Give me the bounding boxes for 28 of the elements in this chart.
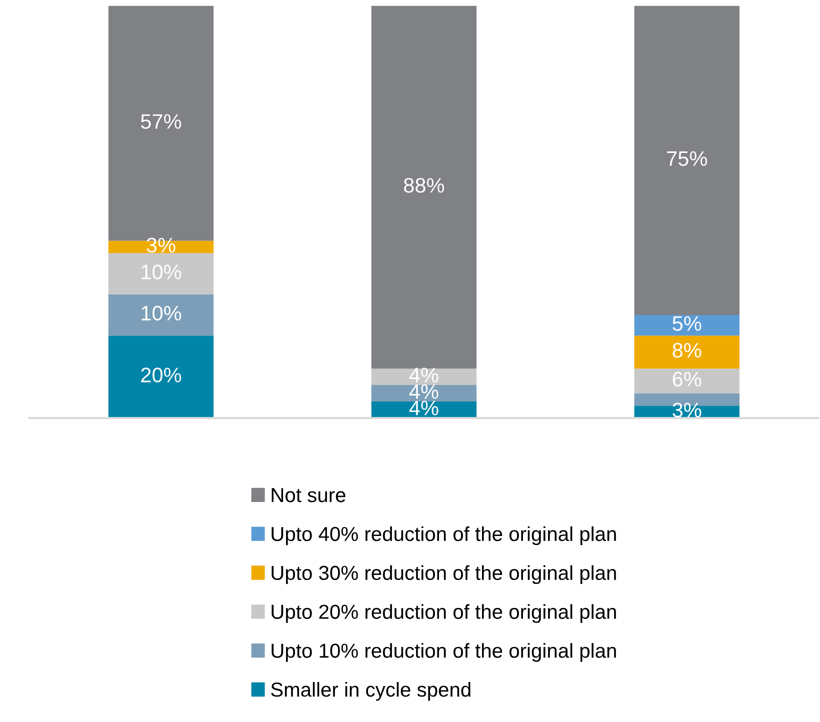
data-label: 4% xyxy=(409,384,438,399)
bar xyxy=(371,6,477,369)
bar xyxy=(634,314,740,336)
data-label: 75% xyxy=(667,151,707,166)
bar xyxy=(634,368,740,394)
legend-label: Not sure xyxy=(272,488,346,502)
data-label: 57% xyxy=(140,114,182,129)
data-label: 88% xyxy=(404,178,444,193)
legend-label: Upto 10% reduction of the original plan xyxy=(272,643,616,662)
data-label: 3% xyxy=(146,238,176,253)
data-label: 5% xyxy=(672,316,702,331)
bar xyxy=(108,253,214,294)
data-label: 10% xyxy=(142,306,182,321)
bar xyxy=(108,336,214,418)
legend-label: Upto 30% reduction of the original plan xyxy=(272,565,616,584)
bar xyxy=(371,368,477,386)
bar xyxy=(371,385,477,402)
bar xyxy=(634,6,740,315)
bar xyxy=(634,336,740,369)
bar xyxy=(108,294,214,336)
legend-label: Upto 40% reduction of the original plan xyxy=(272,526,616,546)
legend-label: Upto 20% reduction of the original plan xyxy=(272,604,616,623)
data-label: 20% xyxy=(141,368,182,382)
data-label: 8% xyxy=(672,342,702,358)
data-label: 3% xyxy=(672,402,702,418)
data-label: 4% xyxy=(409,368,438,382)
legend-label: Smaller in cycle spend xyxy=(271,682,470,701)
data-label: 4% xyxy=(409,400,438,416)
